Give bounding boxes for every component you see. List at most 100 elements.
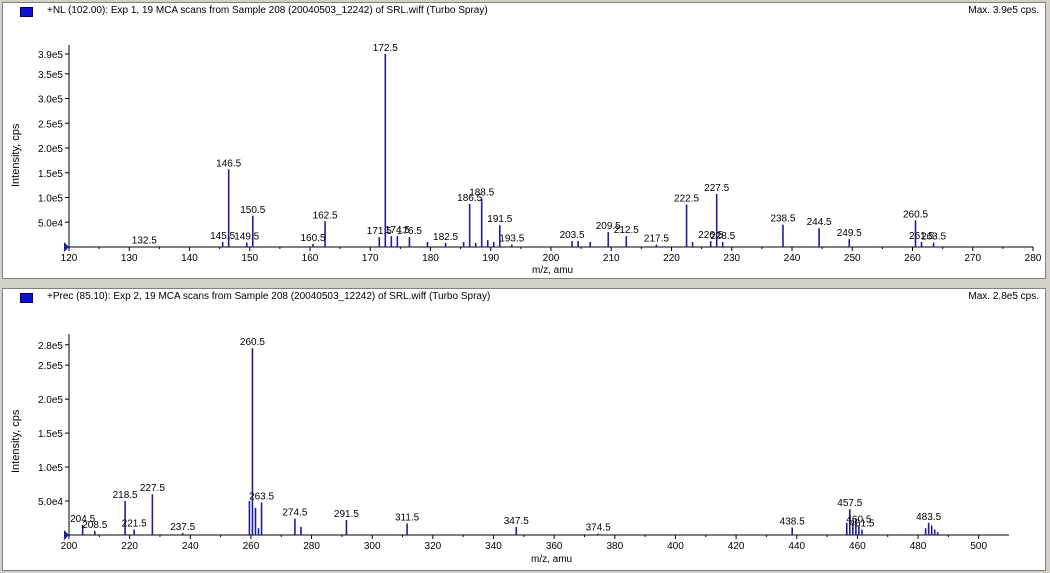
- y-tick-label: 3.9e5: [38, 50, 63, 61]
- x-tick-label: 300: [364, 541, 381, 552]
- spectrum-title: +Prec (85.10): Exp 2, 19 MCA scans from …: [47, 291, 491, 302]
- y-tick-label: 1.0e5: [38, 463, 63, 474]
- peak-label: 227.5: [140, 483, 165, 494]
- peak-label: 174.5: [385, 225, 410, 236]
- spectrum-panel-bottom: +Prec (85.10): Exp 2, 19 MCA scans from …: [2, 288, 1046, 571]
- x-tick-label: 120: [61, 253, 78, 264]
- x-tick-label: 240: [182, 541, 199, 552]
- peak-label: 204.5: [70, 514, 95, 525]
- y-tick-label: 5.0e4: [38, 218, 63, 229]
- x-tick-label: 340: [485, 541, 502, 552]
- peak-label: 209.5: [596, 221, 621, 232]
- y-tick-label: 2.5e5: [38, 119, 63, 130]
- x-tick-label: 200: [543, 253, 560, 264]
- peak-label: 347.5: [504, 516, 529, 527]
- y-tick-label: 2.0e5: [38, 395, 63, 406]
- x-axis-label: m/z, amu: [531, 554, 573, 565]
- x-tick-label: 230: [723, 253, 740, 264]
- peak-label: 244.5: [807, 217, 832, 228]
- peak-label: 176.5: [397, 226, 422, 237]
- x-tick-label: 280: [303, 541, 320, 552]
- peak-label: 311.5: [395, 512, 420, 523]
- peak-label: 291.5: [334, 509, 359, 520]
- max-intensity-label: Max. 3.9e5 cps.: [968, 5, 1039, 16]
- x-tick-label: 250: [844, 253, 861, 264]
- max-intensity-label: Max. 2.8e5 cps.: [968, 291, 1039, 302]
- peak-label: 150.5: [240, 205, 265, 216]
- peak-label: 217.5: [644, 234, 669, 245]
- x-tick-label: 220: [121, 541, 138, 552]
- x-tick-label: 380: [606, 541, 623, 552]
- peak-label: 263.5: [249, 491, 274, 502]
- baseline-marker-icon: [64, 530, 69, 540]
- baseline-marker-icon: [64, 242, 69, 252]
- peak-label: 208.5: [82, 520, 107, 531]
- peak-label: 218.5: [113, 490, 138, 501]
- peak-label: 171.5: [367, 226, 392, 237]
- peak-label: 212.5: [614, 225, 639, 236]
- peak-label: 228.5: [710, 231, 735, 242]
- x-tick-label: 170: [362, 253, 379, 264]
- spectrum-panel-top: +NL (102.00): Exp 1, 19 MCA scans from S…: [2, 2, 1046, 279]
- peak-label: 261.5: [909, 231, 934, 242]
- peak-label: 260.5: [240, 337, 265, 348]
- peak-label: 188.5: [469, 187, 494, 198]
- x-tick-label: 210: [603, 253, 620, 264]
- peak-label: 172.5: [373, 43, 398, 54]
- peak-label: 438.5: [780, 517, 805, 528]
- peak-label: 145.5: [210, 231, 235, 242]
- peak-label: 227.5: [704, 183, 729, 194]
- peak-label: 274.5: [282, 508, 307, 519]
- y-tick-label: 1.5e5: [38, 429, 63, 440]
- peak-label: 222.5: [674, 193, 699, 204]
- y-tick-label: 1.0e5: [38, 194, 63, 205]
- x-tick-label: 480: [910, 541, 927, 552]
- peak-label: 191.5: [487, 214, 512, 225]
- peak-label: 460.5: [846, 514, 871, 525]
- x-tick-label: 260: [904, 253, 921, 264]
- x-tick-label: 440: [788, 541, 805, 552]
- x-tick-label: 260: [243, 541, 260, 552]
- peak-label: 132.5: [132, 236, 157, 247]
- peak-label: 238.5: [770, 214, 795, 225]
- peak-label: 186.5: [457, 193, 482, 204]
- x-tick-label: 320: [425, 541, 442, 552]
- peak-label: 263.5: [921, 232, 946, 243]
- x-tick-label: 130: [121, 253, 138, 264]
- peak-label: 193.5: [499, 234, 524, 245]
- x-tick-label: 420: [728, 541, 745, 552]
- y-tick-label: 5.0e4: [38, 497, 63, 508]
- x-tick-label: 190: [482, 253, 499, 264]
- x-tick-label: 180: [422, 253, 439, 264]
- peak-label: 226.5: [698, 230, 723, 241]
- panel-color-icon[interactable]: [20, 293, 33, 303]
- x-tick-label: 500: [970, 541, 987, 552]
- spectrum-plot-top[interactable]: 120 130 140 150 160 170 180 190 200 210 220 230 240 2…: [3, 3, 1045, 278]
- peak-label: 146.5: [216, 158, 241, 169]
- x-tick-label: 160: [302, 253, 319, 264]
- peak-label: 203.5: [560, 230, 585, 241]
- peak-label: 221.5: [122, 519, 147, 530]
- spectrum-plot-bottom[interactable]: 200 220 240 260 280 300 320 340 360 380 400 420 440 4…: [3, 289, 1045, 570]
- peak-label: 457.5: [837, 498, 862, 509]
- y-tick-label: 2.5e5: [38, 361, 63, 372]
- x-tick-label: 280: [1025, 253, 1042, 264]
- x-tick-label: 140: [181, 253, 198, 264]
- spectrum-title: +NL (102.00): Exp 1, 19 MCA scans from S…: [47, 5, 488, 16]
- y-tick-label: 3.0e5: [38, 95, 63, 106]
- peak-label: 149.5: [234, 232, 259, 243]
- x-tick-label: 240: [784, 253, 801, 264]
- peak-label: 260.5: [903, 209, 928, 220]
- x-tick-label: 360: [546, 541, 563, 552]
- peak-label: 374.5: [586, 523, 611, 534]
- y-tick-label: 2.0e5: [38, 144, 63, 155]
- y-tick-label: 3.5e5: [38, 70, 63, 81]
- y-tick-label: 2.8e5: [38, 341, 63, 352]
- peak-label: 182.5: [433, 232, 458, 243]
- panel-color-icon[interactable]: [20, 7, 33, 17]
- peak-label: 249.5: [837, 228, 862, 239]
- peak-label: 162.5: [313, 210, 338, 221]
- y-tick-label: 1.5e5: [38, 169, 63, 180]
- x-tick-label: 460: [849, 541, 866, 552]
- x-tick-label: 150: [241, 253, 258, 264]
